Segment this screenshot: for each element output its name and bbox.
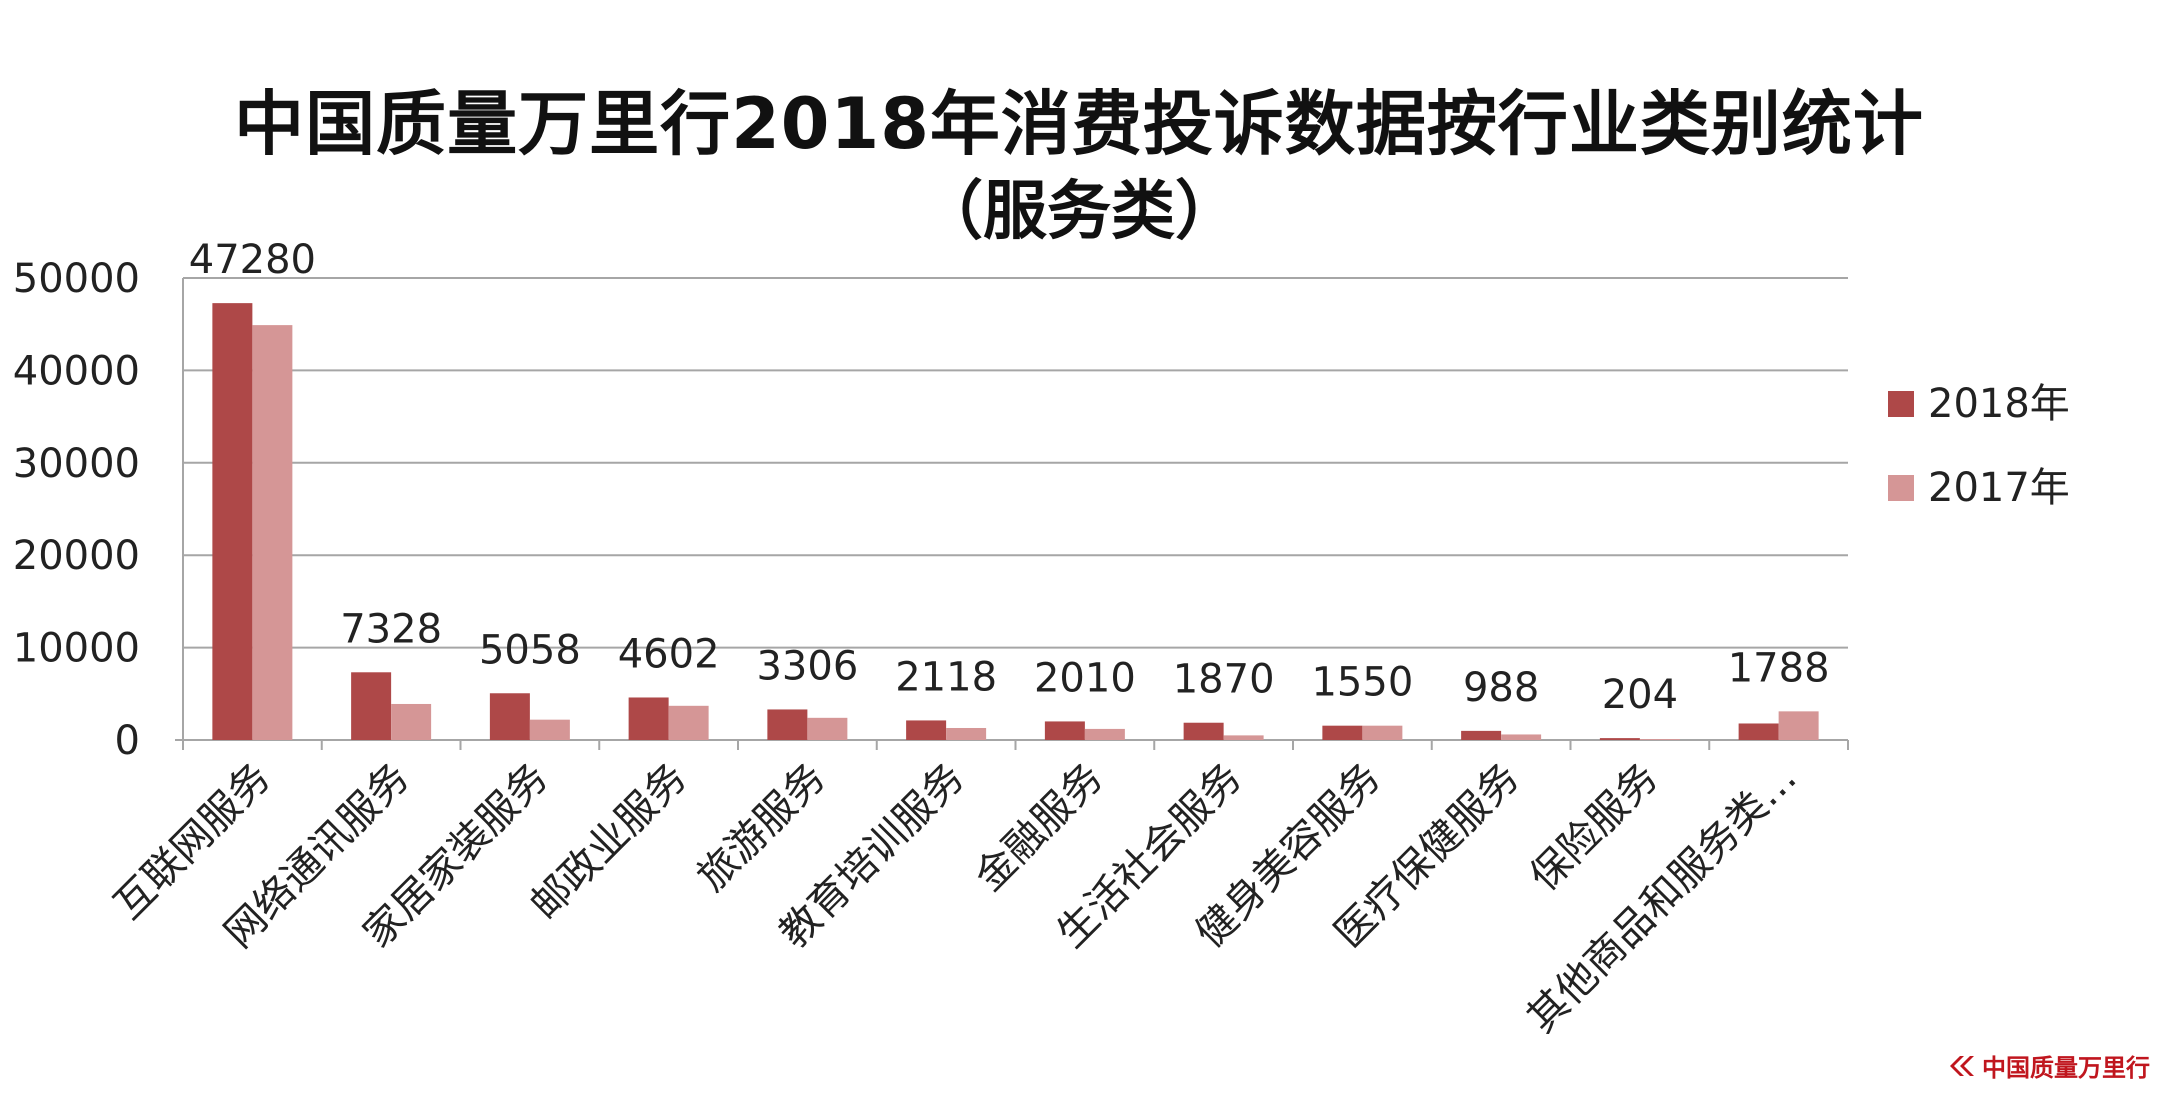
bar-2017年 bbox=[252, 325, 293, 740]
data-label: 2010 bbox=[1034, 655, 1136, 701]
data-label: 5058 bbox=[479, 627, 581, 673]
y-tick-label: 50000 bbox=[13, 256, 140, 302]
bar-2017年 bbox=[946, 727, 987, 740]
legend-swatch bbox=[1888, 475, 1914, 501]
bar-2017年 bbox=[807, 717, 848, 740]
bar-2018年 bbox=[1738, 723, 1779, 740]
bar-2018年 bbox=[1461, 730, 1502, 740]
data-label: 1550 bbox=[1311, 660, 1413, 706]
watermark-text: 中国质量万里行 bbox=[1982, 1053, 2150, 1082]
bar-2018年 bbox=[212, 303, 253, 740]
y-tick-label: 20000 bbox=[13, 533, 140, 579]
bar-2018年 bbox=[628, 697, 669, 740]
bar-2018年 bbox=[1599, 738, 1640, 740]
bar-2018年 bbox=[489, 693, 530, 740]
x-category-label: 旅游服务 bbox=[689, 755, 835, 901]
bar-2018年 bbox=[906, 720, 947, 740]
legend-label: 2017年 bbox=[1928, 465, 2070, 511]
bar-2018年 bbox=[1322, 725, 1363, 740]
y-tick-label: 10000 bbox=[13, 626, 140, 672]
legend-label: 2018年 bbox=[1928, 381, 2070, 427]
data-label: 7328 bbox=[340, 606, 442, 652]
bar-2018年 bbox=[351, 672, 392, 740]
bar-2018年 bbox=[1044, 721, 1085, 740]
bar-2017年 bbox=[1223, 735, 1264, 740]
bar-2017年 bbox=[529, 719, 570, 740]
y-tick-label: 30000 bbox=[13, 441, 140, 487]
y-tick-label: 0 bbox=[115, 718, 140, 764]
chart-subtitle: （服务类） bbox=[919, 175, 1239, 249]
watermark: 中国质量万里行 bbox=[1948, 1048, 2150, 1083]
data-label: 47280 bbox=[189, 237, 316, 283]
bar-2018年 bbox=[1183, 722, 1224, 740]
chart-title: 中国质量万里行2018年消费投诉数据按行业类别统计 bbox=[234, 83, 1924, 165]
data-label: 2118 bbox=[895, 654, 997, 700]
bar-2017年 bbox=[1639, 739, 1680, 740]
data-label: 1870 bbox=[1173, 657, 1275, 703]
bar-2017年 bbox=[1084, 728, 1125, 740]
x-category-label: 金融服务 bbox=[966, 755, 1112, 901]
bar-2017年 bbox=[391, 703, 432, 740]
bar-2018年 bbox=[767, 709, 808, 740]
data-label: 1788 bbox=[1728, 645, 1830, 691]
bar-2017年 bbox=[1778, 711, 1819, 740]
bar-2017年 bbox=[668, 705, 709, 740]
data-label: 988 bbox=[1463, 665, 1539, 711]
x-category-label: 其他商品和服务类… bbox=[1519, 755, 1806, 1042]
x-category-label: 保险服务 bbox=[1521, 755, 1667, 901]
data-label: 4602 bbox=[618, 631, 720, 677]
data-label: 204 bbox=[1602, 672, 1678, 718]
data-label: 3306 bbox=[756, 643, 858, 689]
legend-swatch bbox=[1888, 391, 1914, 417]
bar-2017年 bbox=[1501, 734, 1542, 740]
brand-logo-icon bbox=[1950, 1055, 1974, 1076]
y-tick-label: 40000 bbox=[13, 348, 140, 394]
bar-2017年 bbox=[1362, 725, 1403, 740]
